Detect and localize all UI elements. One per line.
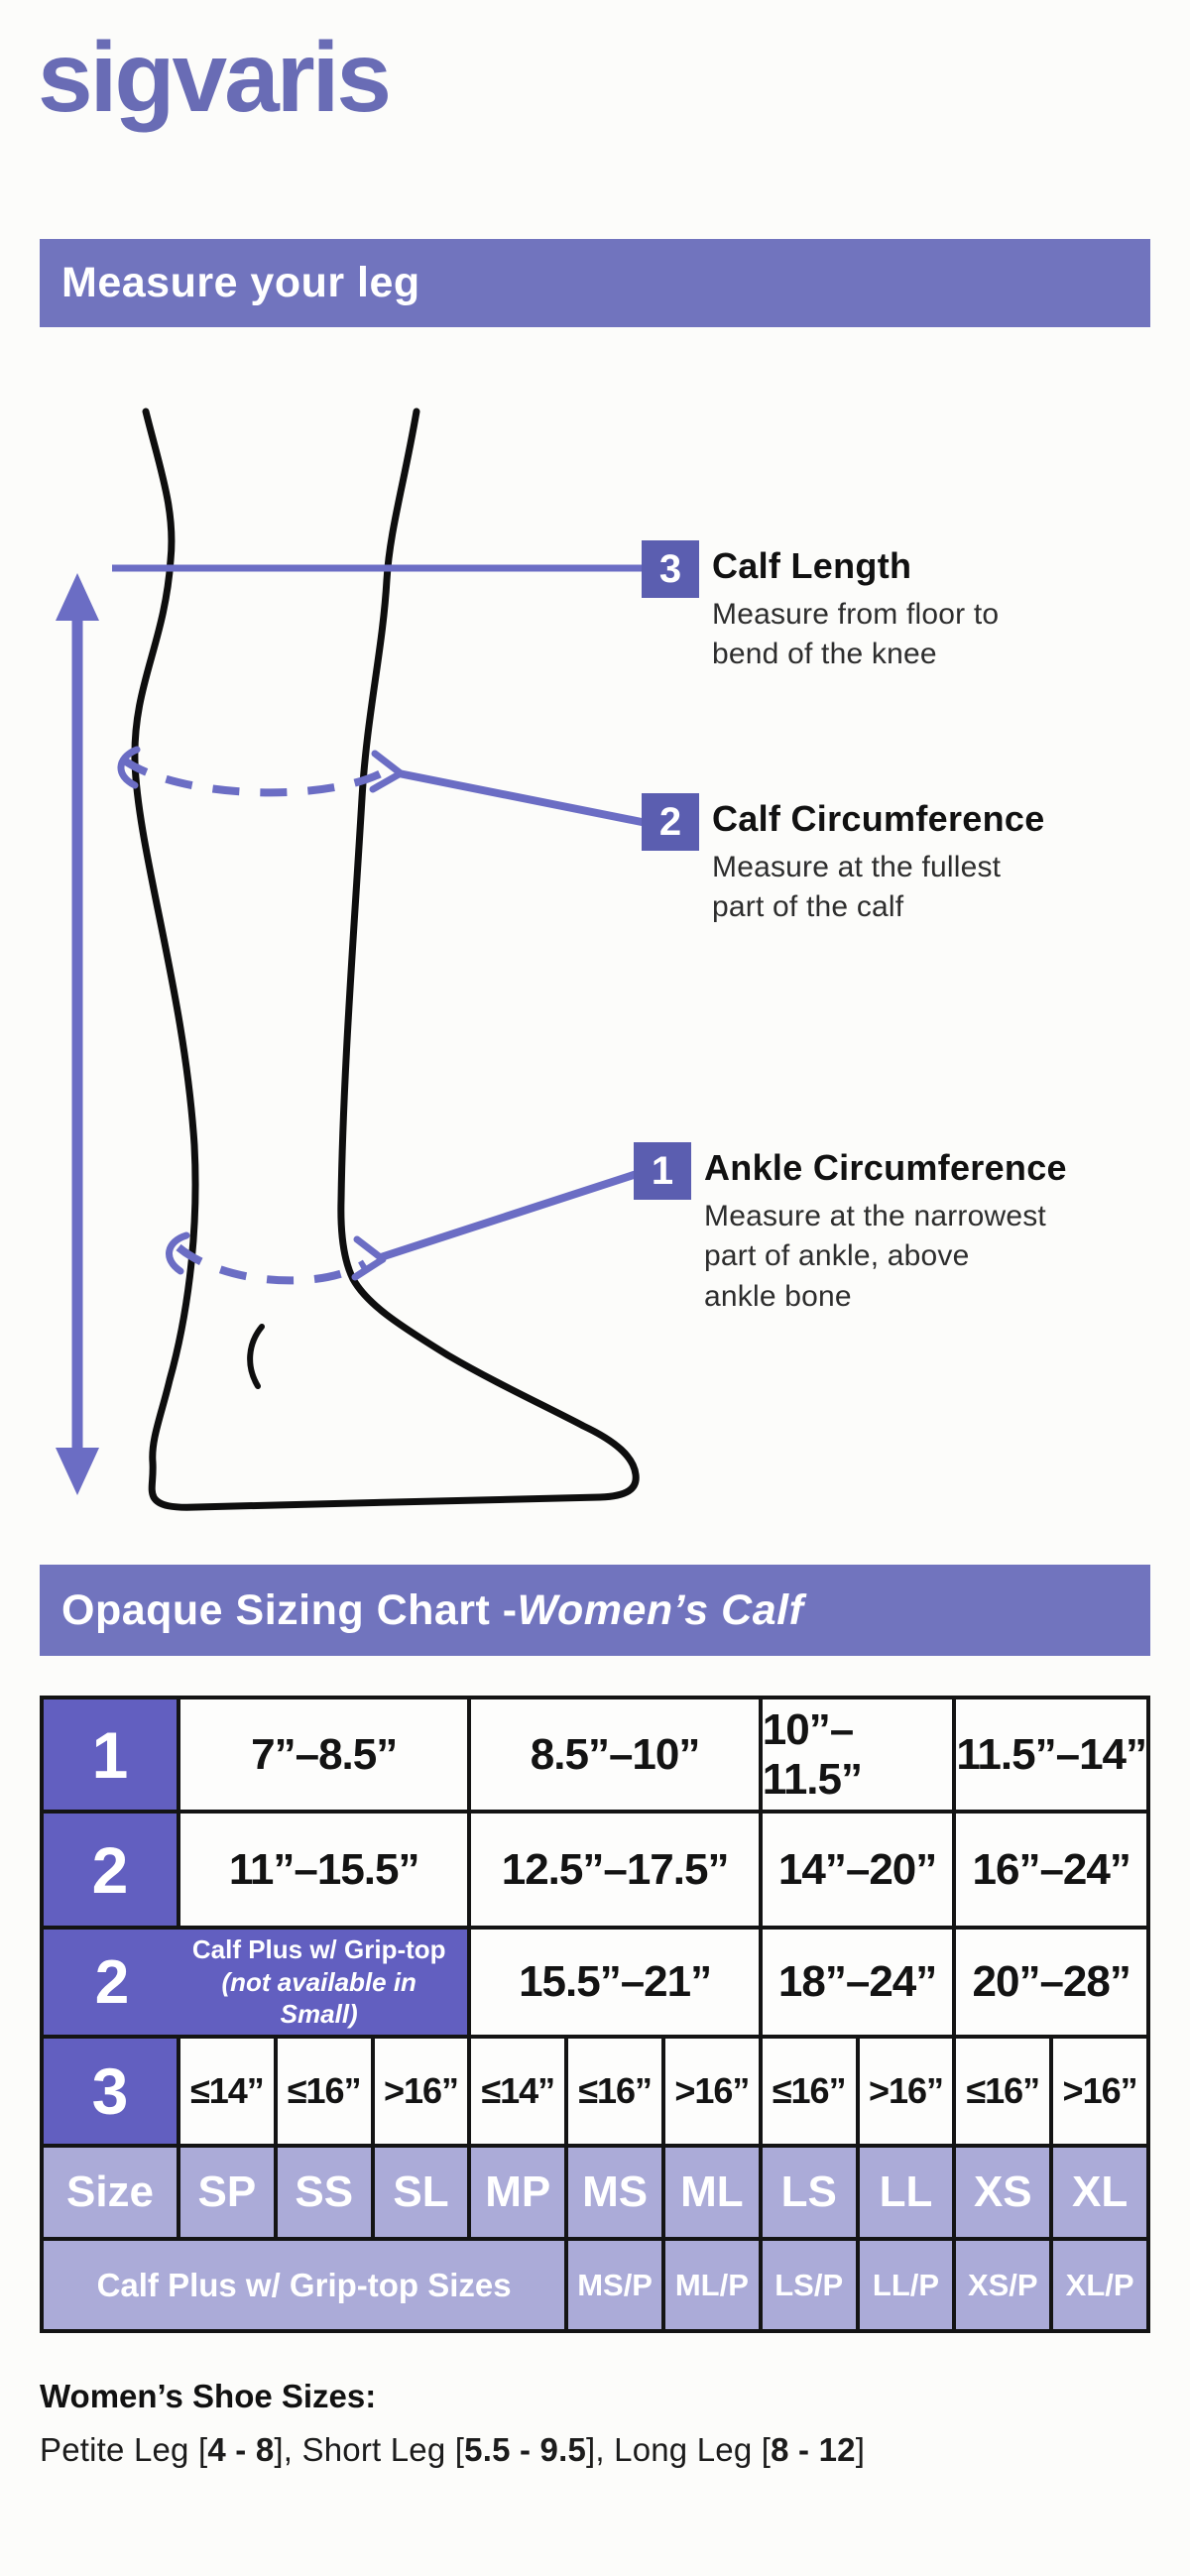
annotation-title: Calf Length <box>712 545 912 586</box>
table-cell: 11.5”–14” <box>954 1698 1148 1812</box>
table-cell: 18”–24” <box>760 1928 955 2037</box>
leg-diagram-art <box>56 408 649 1511</box>
section-header-sizing-chart: Opaque Sizing Chart - Women’s Calf <box>40 1565 1150 1656</box>
row2-badge: 2 <box>42 1812 178 1928</box>
table-cell: >16” <box>857 2037 955 2146</box>
calf-dash-left-curl <box>117 746 141 789</box>
table-cell: >16” <box>372 2037 470 2146</box>
table-cell: ≤16” <box>275 2037 373 2146</box>
annotation-desc: Measure from floor to bend of the knee <box>712 598 1000 671</box>
table-cell: 14”–20” <box>760 1812 955 1928</box>
size-cell: SS <box>275 2146 373 2239</box>
annotation-desc: Measure at the narrowest part of ankle, … <box>704 1200 1046 1313</box>
row3-label: Calf Plus w/ Grip-top (not available in … <box>191 1934 446 2030</box>
row1-badge: 1 <box>42 1698 178 1812</box>
shoe-size-range: 4 - 8 <box>207 2431 275 2468</box>
table-cell: >16” <box>1051 2037 1148 2146</box>
table-cell: 10”–11.5” <box>760 1698 955 1812</box>
table-cell: ≤16” <box>760 2037 858 2146</box>
table-cell: 20”–28” <box>954 1928 1148 2037</box>
size-cell: MS <box>566 2146 663 2239</box>
row3-badge: 2 <box>94 1947 130 2017</box>
shoe-size-range: 8 - 12 <box>771 2431 856 2468</box>
table-cell: ≤14” <box>469 2037 567 2146</box>
shoe-size-segment: ] <box>855 2431 866 2468</box>
sizing-table: 1 7”–8.5” 8.5”–10” 10”–11.5” 11.5”–14” 2… <box>40 1696 1150 2333</box>
size-row-header: Size <box>42 2146 178 2239</box>
size-cell: SP <box>178 2146 276 2239</box>
measure-section-title: Measure your leg <box>61 259 420 306</box>
brand-logo: sigvaris <box>38 22 392 133</box>
table-cell: 16”–24” <box>954 1812 1148 1928</box>
shoe-sizes-heading: Women’s Shoe Sizes: <box>40 2378 377 2414</box>
table-cell: 7”–8.5” <box>178 1698 470 1812</box>
arrow-down-icon <box>56 1448 99 1495</box>
size-cell: XL <box>1051 2146 1148 2239</box>
ankle-dash-right-chevron <box>351 1235 387 1281</box>
calf-circumference-dashes <box>120 756 387 797</box>
size-cell: MP <box>469 2146 567 2239</box>
table-cell: 15.5”–21” <box>469 1928 761 2037</box>
leg-measurement-diagram: 3 Calf Length Measure from floor to bend… <box>56 408 1067 1511</box>
arrow-up-icon <box>56 573 99 621</box>
table-cell: >16” <box>663 2037 761 2146</box>
shoe-size-segment: ], Short Leg [ <box>274 2431 465 2468</box>
annotation-title: Calf Circumference <box>712 798 1045 839</box>
calf-circumference-line <box>398 769 648 827</box>
size-cell: XS <box>954 2146 1052 2239</box>
badge-2: 2 <box>642 793 699 851</box>
ankle-dash-left-curl <box>166 1231 190 1275</box>
sizing-title-emph: Women’s Calf <box>517 1585 804 1634</box>
leg-outline <box>131 408 640 1511</box>
section-header-measure: Measure your leg <box>40 239 1150 327</box>
shoe-size-segment: Petite Leg [ <box>40 2431 208 2468</box>
ankle-circumference-dashes <box>176 1243 368 1285</box>
table-cell: ≤14” <box>178 2037 276 2146</box>
grip-size-cell: LS/P <box>760 2239 858 2331</box>
annotation-desc: Measure at the fullest part of the calf <box>712 851 1002 924</box>
table-cell: 8.5”–10” <box>469 1698 761 1812</box>
shoe-size-segment: ], Long Leg [ <box>586 2431 772 2468</box>
table-cell: ≤16” <box>954 2037 1052 2146</box>
annotation-calf-circumference: Calf Circumference Measure at the fulles… <box>712 797 1045 928</box>
grip-size-cell: XL/P <box>1051 2239 1148 2331</box>
ankle-circumference-line <box>379 1169 642 1261</box>
grip-size-cell: XS/P <box>954 2239 1052 2331</box>
row3-calf-plus-header: 2 Calf Plus w/ Grip-top (not available i… <box>42 1928 470 2037</box>
ankle-bone-arc <box>247 1324 265 1389</box>
grip-size-cell: MS/P <box>566 2239 663 2331</box>
size-cell: LL <box>857 2146 955 2239</box>
table-cell: ≤16” <box>566 2037 663 2146</box>
shoe-size-range: 5.5 - 9.5 <box>464 2431 587 2468</box>
size-cell: ML <box>663 2146 761 2239</box>
badge-3: 3 <box>642 540 699 598</box>
annotation-ankle-circumference: Ankle Circumference Measure at the narro… <box>704 1146 1067 1317</box>
grip-row-label: Calf Plus w/ Grip-top Sizes <box>42 2239 567 2331</box>
annotation-calf-length: Calf Length Measure from floor to bend o… <box>712 544 999 675</box>
table-cell: 12.5”–17.5” <box>469 1812 761 1928</box>
sizing-title-main: Opaque Sizing Chart - <box>61 1585 518 1634</box>
shoe-sizes-text: Petite Leg [4 - 8], Short Leg [5.5 - 9.5… <box>40 2431 865 2469</box>
table-cell: 11”–15.5” <box>178 1812 470 1928</box>
badge-1: 1 <box>634 1142 691 1200</box>
grip-size-cell: ML/P <box>663 2239 761 2331</box>
row4-badge: 3 <box>42 2037 178 2146</box>
size-cell: LS <box>760 2146 858 2239</box>
annotation-title: Ankle Circumference <box>704 1147 1067 1188</box>
size-cell: SL <box>372 2146 470 2239</box>
grip-size-cell: LL/P <box>857 2239 955 2331</box>
